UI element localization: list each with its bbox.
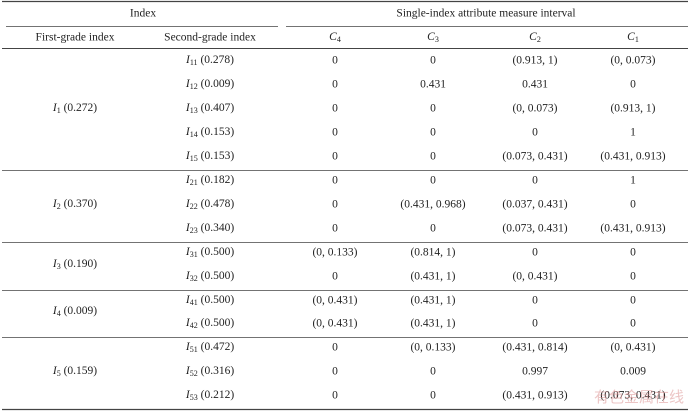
value-cell: 0	[332, 102, 338, 115]
header-attribute-interval: Single-index attribute measure interval	[396, 7, 576, 20]
value-cell: (0.431, 0.814)	[502, 341, 568, 354]
value-cell: 0	[332, 365, 338, 378]
second-grade-index: I51 (0.472)	[185, 341, 235, 355]
value-cell: (0.431, 0.913)	[502, 389, 568, 402]
second-grade-index: I12 (0.009)	[185, 77, 235, 91]
first-grade-index: I5 (0.159)	[52, 365, 98, 379]
value-cell: 0.009	[620, 365, 646, 378]
value-cell: (0, 0.431)	[312, 317, 358, 330]
value-cell: (0.037, 0.431)	[502, 197, 568, 210]
second-grade-index: I32 (0.500)	[185, 269, 235, 283]
value-cell: 0	[332, 269, 338, 282]
value-cell: (0.913, 1)	[512, 54, 558, 67]
value-cell: 1	[630, 174, 636, 186]
value-cell: 0	[430, 365, 436, 378]
value-cell: 0	[332, 221, 338, 234]
second-grade-index: I41 (0.500)	[185, 293, 235, 307]
value-cell: 0	[630, 78, 636, 91]
value-cell: (0, 0.133)	[312, 245, 358, 258]
second-grade-index: I23 (0.340)	[185, 221, 235, 235]
value-cell: 0.431	[522, 78, 548, 91]
second-grade-index: I21 (0.182)	[185, 173, 235, 187]
value-cell: 0	[332, 78, 338, 91]
first-grade-index: I3 (0.190)	[52, 257, 98, 271]
second-grade-index: I53 (0.212)	[185, 389, 235, 403]
value-cell: (0.431, 0.913)	[600, 221, 666, 234]
first-grade-index: I1 (0.272)	[52, 101, 98, 115]
second-grade-index: I13 (0.407)	[185, 101, 235, 115]
value-cell: 0	[630, 197, 636, 210]
value-cell: 1	[630, 126, 636, 139]
value-cell: 0	[332, 54, 338, 67]
header-class-c2: C2	[529, 30, 541, 44]
value-cell: 0	[332, 389, 338, 402]
value-cell: 0	[430, 54, 436, 67]
second-grade-index: I22 (0.478)	[185, 197, 235, 211]
second-grade-index: I52 (0.316)	[185, 365, 235, 379]
value-cell: (0, 0.073)	[610, 54, 656, 67]
value-cell: (0.814, 1)	[410, 245, 456, 258]
header-class-c4: C4	[329, 30, 341, 44]
second-grade-index: I15 (0.153)	[185, 149, 235, 163]
value-cell: 0	[430, 389, 436, 402]
value-cell: (0.431, 1)	[410, 293, 456, 306]
value-cell: 0	[532, 126, 538, 139]
value-cell: 0	[332, 197, 338, 210]
value-cell: (0, 0.073)	[512, 102, 558, 115]
value-cell: (0.073, 0.431)	[502, 150, 568, 163]
value-cell: 0	[332, 150, 338, 163]
header-class-c3: C3	[427, 30, 439, 44]
value-cell: 0	[332, 341, 338, 354]
value-cell: 0	[532, 317, 538, 330]
second-grade-index: I42 (0.500)	[185, 317, 235, 331]
value-cell: 0.431	[420, 78, 446, 91]
header-second-grade: Second-grade index	[164, 31, 256, 44]
value-cell: 0	[630, 293, 636, 306]
value-cell: 0	[532, 245, 538, 258]
value-cell: 0.997	[522, 365, 548, 378]
value-cell: (0, 0.133)	[410, 341, 456, 354]
first-grade-index: I4 (0.009)	[52, 305, 98, 319]
value-cell: (0.431, 0.968)	[400, 197, 466, 210]
value-cell: 0	[332, 174, 338, 186]
value-cell: (0.913, 1)	[610, 102, 656, 115]
value-cell: (0, 0.431)	[512, 269, 558, 282]
value-cell: (0, 0.431)	[312, 293, 358, 306]
value-cell: (0, 0.431)	[610, 341, 656, 354]
value-cell: 0	[630, 245, 636, 258]
value-cell: (0.431, 1)	[410, 269, 456, 282]
value-cell: 0	[430, 150, 436, 163]
value-cell: 0	[630, 269, 636, 282]
value-cell: 0	[430, 221, 436, 234]
value-cell: 0	[430, 174, 436, 186]
second-grade-index: I31 (0.500)	[185, 245, 235, 259]
value-cell: 0	[630, 317, 636, 330]
first-grade-index: I2 (0.370)	[52, 197, 98, 211]
value-cell: 0	[532, 293, 538, 306]
value-cell: (0.431, 0.913)	[600, 150, 666, 163]
value-cell: 0	[430, 102, 436, 115]
second-grade-index: I14 (0.153)	[185, 125, 235, 139]
header-index: Index	[129, 7, 157, 20]
header-class-c1: C1	[627, 30, 639, 44]
value-cell: 0	[532, 174, 538, 186]
value-cell: (0.073, 0.431)	[502, 221, 568, 234]
value-cell: 0	[332, 126, 338, 139]
value-cell: (0.073, 0.431)	[600, 389, 666, 402]
header-first-grade: First-grade index	[35, 31, 115, 44]
value-cell: (0.431, 1)	[410, 317, 456, 330]
watermark: 有色金属在线	[593, 388, 684, 406]
second-grade-index: I11 (0.278)	[185, 53, 235, 67]
value-cell: 0	[430, 126, 436, 139]
